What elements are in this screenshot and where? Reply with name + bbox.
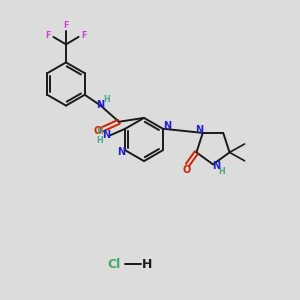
- Text: F: F: [81, 31, 86, 40]
- Text: N: N: [117, 147, 125, 157]
- Text: O: O: [93, 126, 101, 136]
- Text: H: H: [96, 136, 103, 145]
- Text: Cl: Cl: [107, 257, 121, 271]
- Text: N: N: [96, 100, 104, 110]
- Text: H: H: [218, 167, 225, 176]
- Text: F: F: [63, 21, 69, 30]
- Text: O: O: [182, 165, 190, 176]
- Text: N: N: [102, 130, 110, 140]
- Text: H: H: [103, 95, 110, 104]
- Text: N: N: [212, 161, 220, 171]
- Text: F: F: [46, 31, 51, 40]
- Text: N: N: [195, 125, 203, 135]
- Text: H: H: [142, 257, 152, 271]
- Text: N: N: [163, 121, 171, 131]
- Text: H: H: [96, 127, 103, 136]
